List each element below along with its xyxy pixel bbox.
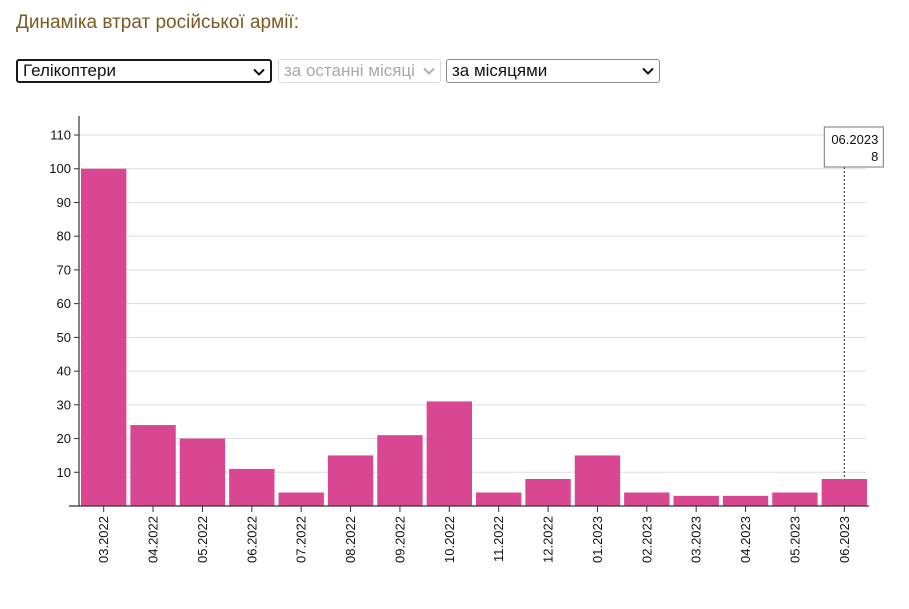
x-tick-label: 11.2022 (491, 516, 506, 562)
tooltip-box (823, 126, 884, 168)
x-tick-label: 05.2022 (195, 516, 210, 563)
category-select[interactable]: Гелікоптери (16, 59, 272, 83)
x-tick-label: 04.2023 (738, 516, 753, 563)
bar[interactable] (821, 479, 867, 506)
x-tick-label: 03.2022 (96, 516, 111, 563)
tooltip-category: 06.2023 (831, 132, 878, 147)
y-tick-label: 100 (49, 161, 71, 176)
x-tick-label: 10.2022 (442, 516, 457, 563)
bar[interactable] (278, 492, 324, 506)
page-title: Динаміка втрат російської армії: (16, 12, 299, 33)
losses-bar-chart: 10 20 30 40 50 60 70 80 90 100 110 03.2022 04.2022 05… (49, 116, 884, 563)
x-tick-label: 09.2022 (392, 516, 407, 563)
bar[interactable] (81, 168, 127, 506)
y-tick-label: 10 (57, 465, 71, 480)
x-tick-label: 06.2022 (244, 516, 259, 563)
x-tick-label: 08.2022 (343, 516, 358, 563)
bar[interactable] (525, 479, 571, 506)
chevron-down-icon (423, 67, 435, 75)
x-tick-label: 03.2023 (689, 516, 704, 563)
bar[interactable] (673, 495, 719, 506)
y-tick-label: 90 (57, 195, 71, 210)
tooltip-value: 8 (871, 149, 878, 164)
y-tick-label: 50 (57, 330, 71, 345)
y-tick-label: 40 (57, 364, 71, 379)
bar[interactable] (327, 455, 374, 506)
x-tick-label: 06.2023 (837, 516, 852, 563)
bar[interactable] (574, 455, 621, 506)
chevron-down-icon (253, 68, 265, 76)
x-tick-label: 01.2023 (590, 516, 605, 563)
bar[interactable] (426, 401, 472, 506)
bar[interactable] (476, 492, 522, 506)
bar[interactable] (624, 492, 670, 506)
y-tick-label: 80 (57, 229, 71, 244)
grouping-select-value: за місяцями (452, 61, 548, 80)
x-tick-label: 05.2023 (787, 516, 802, 563)
bar[interactable] (130, 425, 176, 506)
bar[interactable] (179, 438, 226, 506)
bar[interactable] (722, 495, 769, 506)
chevron-down-icon (642, 67, 654, 75)
period-select[interactable]: за останні місяці (278, 59, 441, 83)
period-select-value: за останні місяці (284, 61, 415, 80)
x-tick-label: 02.2023 (639, 516, 654, 563)
x-tick-label: 04.2022 (146, 516, 161, 563)
bar[interactable] (377, 435, 423, 506)
bar[interactable] (772, 492, 818, 506)
bar[interactable] (229, 468, 275, 506)
y-tick-label: 20 (57, 431, 71, 446)
y-tick-label: 60 (57, 296, 71, 311)
category-select-value: Гелікоптери (23, 61, 116, 80)
y-tick-label: 110 (50, 128, 71, 143)
grouping-select[interactable]: за місяцями (446, 59, 660, 83)
y-tick-label: 30 (57, 397, 71, 412)
y-tick-label: 70 (57, 262, 71, 277)
x-tick-label: 12.2022 (541, 516, 556, 563)
x-tick-label: 07.2022 (294, 516, 309, 563)
